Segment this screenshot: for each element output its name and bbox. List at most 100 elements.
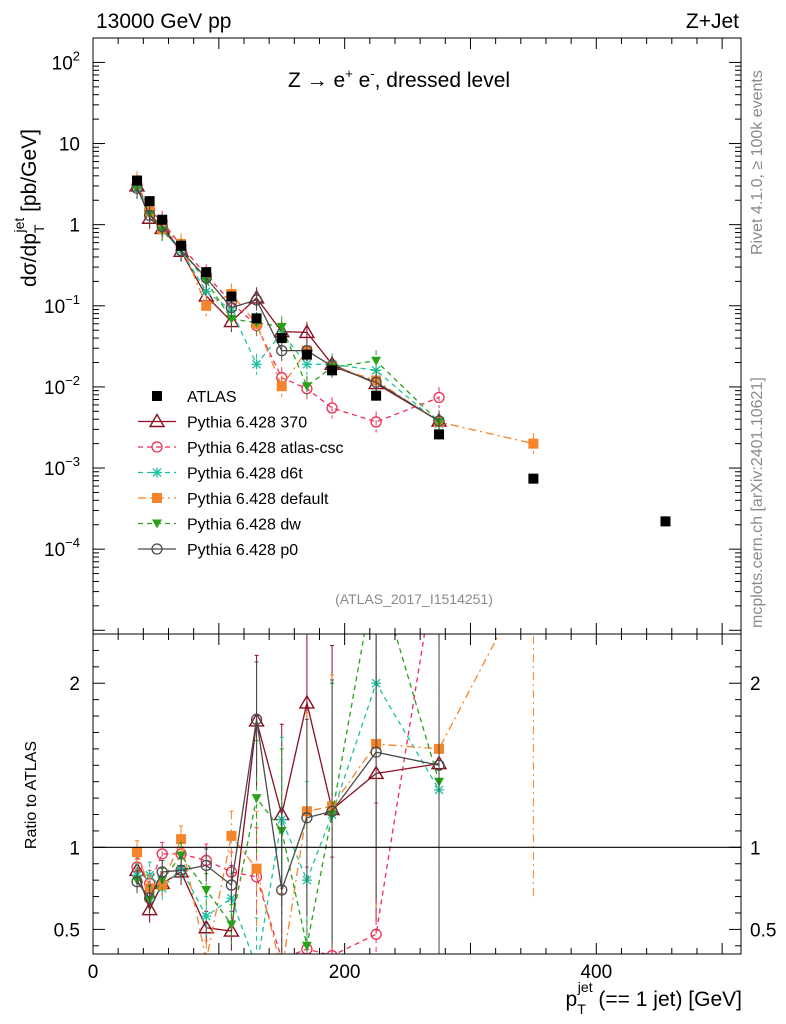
series-marker-dw [301,382,312,392]
ratio-marker-dw [176,851,187,861]
ratio-marker-p0 [200,859,212,872]
ratio-marker-atlascsc [434,539,444,549]
ratio-panel [128,539,534,975]
ratio-marker-dw [201,886,212,895]
ratio-tick-label: 0.5 [54,920,80,941]
y-axis-label-top: dσ/dpTjet [pb/GeV] [11,129,47,287]
ratio-marker-p0 [276,884,288,896]
data-point [144,196,155,207]
ratio-marker-default [176,834,187,845]
x-tick-label: 400 [580,962,612,983]
y-tick-label: 1 [69,216,80,237]
legend-marker-d6t [152,467,162,478]
ratio-marker-default [132,847,143,858]
ratio-line-p0 [136,719,440,900]
data-point [132,175,143,186]
legend-marker-atlas [152,391,162,401]
data-point [276,333,287,344]
ratio-tick-label-right: 2 [750,674,761,695]
main-panel [128,170,671,527]
ratio-tick-label: 2 [69,674,80,695]
data-point [327,365,338,376]
ratio-marker-p0 [225,879,238,891]
rivet-label: Rivet 4.1.0, ≥ 100k events [749,70,766,255]
ratio-marker-d6t [201,911,212,922]
series-marker-p370 [298,324,316,339]
ratio-marker-p0 [131,876,143,888]
ratio-marker-p0 [250,713,263,725]
ratio-marker-default [251,863,262,874]
series-marker-p0 [143,209,156,222]
series-marker-dw [226,314,237,324]
ratio-marker-p0 [143,892,156,904]
series-marker-default [276,381,287,392]
y-tick-label: 102 [52,48,80,74]
ratio-marker-dw [226,920,237,930]
legend-marker-p0 [151,543,163,555]
x-tick-label: 200 [329,962,361,983]
legend-label-p0: Pythia 6.428 p0 [187,542,298,559]
ratio-marker-atlascsc [326,949,338,954]
ratio-marker-default [277,965,287,975]
series-marker-p0 [225,301,238,314]
legend-marker-p370 [148,413,166,428]
series-marker-atlascsc [326,402,338,414]
series-marker-dw [371,356,382,366]
ratio-marker-atlascsc [156,848,168,860]
ratio-marker-default [226,830,237,841]
legend-label-default: Pythia 6.428 default [187,491,329,508]
ratio-marker-default [201,956,211,966]
x-tick-label: 0 [88,962,99,983]
y-tick-label: 10−4 [44,535,80,561]
legend-label-atlascsc: Pythia 6.428 atlas-csc [187,440,344,457]
series-marker-dw [276,322,287,332]
ratio-marker-atlascsc [278,953,285,954]
y-tick-label: 10−2 [44,373,80,399]
series-marker-p0 [433,415,445,427]
legend-label-atlas: ATLAS [187,389,237,406]
legend-label-d6t: Pythia 6.428 d6t [187,466,303,483]
legend-label-p370: Pythia 6.428 370 [187,415,307,432]
data-point [660,516,671,527]
data-point [371,390,382,401]
data-point [157,214,168,225]
ratio-marker-atlascsc [370,928,382,940]
legend: ATLAS Pythia 6.428 370 Pythia 6.428 atlas-… [138,389,344,559]
ratio-line-d6t [137,681,440,954]
header-left: 13000 GeV pp [96,10,231,33]
ratio-marker-dw [371,564,381,573]
data-point [434,429,445,440]
ratio-line-default [136,634,500,954]
ratio-frame [92,633,742,955]
data-point [301,349,312,360]
series-marker-default [528,438,539,449]
mcplots-label: mcplots.cern.ch [arXiv:2401.10621] [749,377,766,628]
data-point [201,267,212,278]
data-point [176,240,187,251]
series-line-d6t [136,186,440,425]
process-label: Z → e+ e-, dressed level [288,66,510,92]
series-marker-d6t [251,359,262,370]
ratio-marker-dw [301,941,312,951]
series-marker-p0 [370,376,382,388]
ratio-marker-p0 [326,805,338,817]
ratio-marker-p0 [175,864,187,876]
ratio-tick-label-right: 0.5 [750,920,776,941]
y-tick-label: 10 [59,135,80,156]
analysis-id: (ATLAS_2017_I1514251) [335,591,493,607]
legend-marker-default [152,493,162,503]
legend-marker-atlascsc [151,441,163,453]
ratio-marker-p370 [298,694,316,709]
data-point [251,313,262,324]
y-axis-label-ratio: Ratio to ATLAS [23,741,40,849]
legend-label-dw: Pythia 6.428 dw [187,517,301,534]
ratio-tick-label: 1 [69,838,80,859]
series-marker-p0 [276,344,288,357]
series-marker-p0 [250,294,263,306]
ratio-marker-dw [251,794,262,804]
ratio-line-dw [136,634,440,946]
series-marker-atlascsc [433,391,445,404]
header-right: Z+Jet [686,10,739,33]
ratio-marker-p0 [433,759,445,771]
